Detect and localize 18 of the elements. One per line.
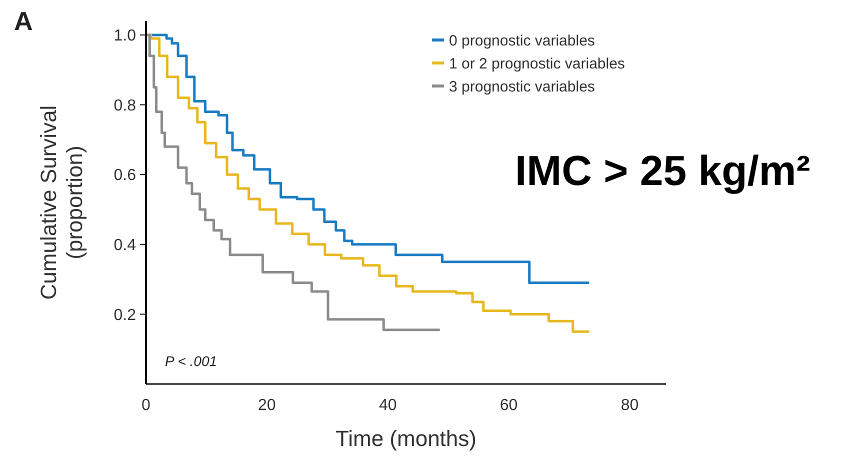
annotation: IMC > 25 kg/m² [515, 147, 810, 194]
text: A [14, 6, 33, 36]
legend-label: 1 or 2 prognostic variables [449, 55, 625, 72]
x-tick-label: 40 [378, 397, 397, 414]
y-tick-label: 0.8 [114, 97, 136, 114]
y-tick-label: 0.4 [114, 236, 136, 254]
y-tick-label: 0.6 [114, 167, 136, 184]
legend-label: 3 prognostic variables [449, 78, 595, 96]
x-tick-label: 20 [258, 397, 276, 414]
legend-label: 0 prognostic variables [449, 32, 595, 50]
x-axis-title: Time (months) [336, 426, 476, 451]
y-axis-title: Cumulative Survival (proportion) [36, 105, 87, 300]
x-tick-label: 60 [500, 397, 518, 414]
annotation: P < .001 [165, 353, 218, 369]
y-tick-label: 0.2 [114, 306, 136, 324]
x-tick-label: 80 [620, 397, 639, 414]
x-tick-label: 0 [142, 397, 151, 414]
y-tick-label: 1.0 [114, 28, 136, 45]
